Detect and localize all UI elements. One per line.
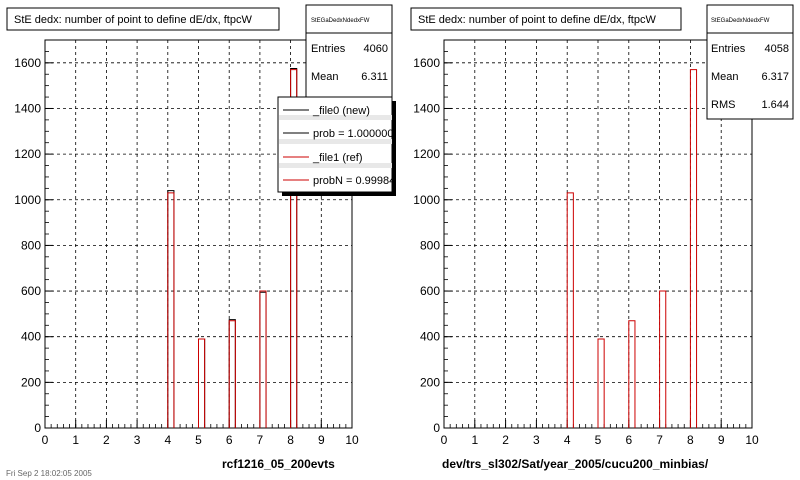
legend-entry-prob: prob = 1.000000	[313, 128, 393, 140]
right-x-tick-label: 2	[502, 433, 509, 447]
right-bar-series-a	[689, 69, 698, 428]
right-y-tick-label: 1600	[413, 56, 440, 70]
right-stats-entries-label: Entries	[711, 43, 746, 55]
left-x-tick-label: 4	[164, 433, 171, 447]
right-plot-frame: 0 1 2 3 4 5 6 7 8 9 10 0 200 400 600 800 1000 1200 1400 16…	[413, 39, 759, 447]
left-legend: _file0 (new) prob = 1.000000 _file1 (ref…	[277, 96, 396, 196]
left-x-tick-label: 9	[318, 433, 325, 447]
right-x-tick-label: 1	[471, 433, 478, 447]
left-x-tick-label: 1	[72, 433, 79, 447]
left-bar-series-b	[259, 290, 267, 428]
right-stats-name: StEGaDedxNdedxFW	[711, 18, 770, 24]
right-bars	[566, 69, 698, 428]
left-stats-entries-label: Entries	[311, 43, 346, 55]
left-stats-mean-label: Mean	[311, 71, 339, 83]
left-x-axis-label: rcf1216_05_200evts	[222, 457, 335, 471]
legend-entry-new: _file0 (new)	[312, 105, 370, 117]
left-y-tick-label: 1600	[14, 56, 41, 70]
left-x-tick-label: 6	[226, 433, 233, 447]
right-y-tick-label: 800	[420, 238, 440, 252]
left-bar-series-b	[228, 320, 236, 428]
footer-timestamp: Fri Sep 2 18:02:05 2005	[6, 469, 92, 478]
right-y-tick-label: 0	[433, 421, 440, 435]
right-bar-series-a	[597, 338, 605, 428]
left-bars	[167, 68, 298, 428]
left-x-tick-label: 10	[345, 433, 359, 447]
left-y-tick-label: 400	[21, 330, 41, 344]
right-stats-mean-label: Mean	[711, 71, 739, 83]
right-x-axis-label: dev/trs_sl302/Sat/year_2005/cucu200_minb…	[442, 457, 709, 471]
right-pad: StE dedx: number of point to define dE/d…	[410, 4, 794, 471]
left-x-tick-label: 3	[134, 433, 141, 447]
right-y-tick-label: 200	[420, 375, 440, 389]
left-stats-mean-value: 6.311	[361, 71, 388, 83]
left-x-tick-label: 0	[42, 433, 49, 447]
left-stats-box: StEGaDedxNdedxFW Entries 4060 Mean 6.311	[305, 4, 393, 98]
right-x-tick-label: 4	[564, 433, 571, 447]
left-bar-series-b	[198, 338, 206, 428]
right-y-tick-label: 400	[420, 330, 440, 344]
left-y-ticks: 0 200 400 600 800 1000 1200 1400 1600	[14, 39, 53, 435]
right-x-tick-label: 10	[745, 433, 759, 447]
right-stats-box: StEGaDedxNdedxFW Entries 4058 Mean 6.317…	[706, 4, 794, 120]
left-bar-series-b	[167, 192, 175, 428]
left-y-tick-label: 600	[21, 284, 41, 298]
left-x-tick-label: 5	[195, 433, 202, 447]
right-stats-mean-value: 6.317	[761, 71, 789, 83]
right-x-tick-label: 9	[718, 433, 725, 447]
right-y-tick-label: 1200	[413, 147, 440, 161]
right-y-tick-label: 1000	[413, 193, 440, 207]
right-stats-rms-label: RMS	[711, 99, 735, 111]
left-stats-entries-value: 4060	[364, 43, 388, 55]
left-y-tick-label: 1000	[14, 193, 41, 207]
legend-entry-probn: probN = 0.99984	[313, 175, 395, 187]
right-x-tick-label: 5	[595, 433, 602, 447]
left-x-tick-label: 7	[257, 433, 264, 447]
left-y-tick-label: 0	[34, 421, 41, 435]
left-y-tick-label: 1200	[14, 147, 41, 161]
left-y-tick-label: 200	[21, 375, 41, 389]
right-stats-rms-value: 1.644	[761, 99, 789, 111]
left-title: StE dedx: number of point to define dE/d…	[14, 14, 252, 26]
right-title: StE dedx: number of point to define dE/d…	[418, 14, 656, 26]
right-bar-series-a	[659, 290, 667, 428]
right-y-tick-label: 1400	[413, 101, 440, 115]
right-y-ticks: 0 200 400 600 800 1000 1200 1400 1600	[413, 39, 452, 435]
left-y-tick-label: 1400	[14, 101, 41, 115]
left-y-tick-label: 800	[21, 238, 41, 252]
right-stats-entries-value: 4058	[765, 43, 789, 55]
right-bar-series-a	[628, 320, 636, 428]
right-y-tick-label: 600	[420, 284, 440, 298]
left-stats-name: StEGaDedxNdedxFW	[311, 18, 370, 24]
left-pad: StE dedx: number of point to define dE/d…	[6, 4, 396, 471]
right-title-box	[410, 7, 682, 31]
left-x-tick-label: 8	[287, 433, 294, 447]
right-bar-series-a	[566, 192, 574, 428]
left-x-ticks: 0 1 2 3 4 5 6 7 8 9 10	[42, 420, 359, 447]
left-x-tick-label: 2	[103, 433, 110, 447]
left-bar-series-b	[290, 69, 298, 428]
right-x-tick-label: 0	[441, 433, 448, 447]
right-x-tick-label: 8	[687, 433, 694, 447]
right-x-tick-label: 3	[533, 433, 540, 447]
legend-entry-ref: _file1 (ref)	[312, 152, 363, 164]
left-title-box	[6, 7, 280, 31]
right-x-tick-label: 6	[625, 433, 632, 447]
right-x-tick-label: 7	[656, 433, 663, 447]
